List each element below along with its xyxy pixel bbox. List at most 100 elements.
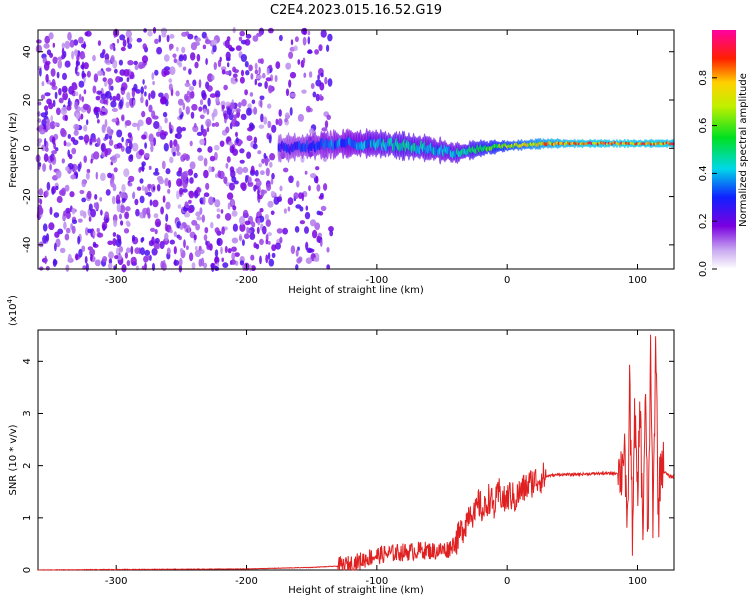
noise-cell <box>260 58 264 65</box>
noise-cell <box>248 64 253 72</box>
noise-cell <box>156 46 163 55</box>
snr-scale-base: (x10 <box>8 303 19 326</box>
noise-cell <box>214 144 220 151</box>
noise-cell <box>199 207 203 215</box>
noise-cell <box>177 98 184 106</box>
noise-cell <box>259 238 264 245</box>
noise-cell <box>72 207 75 215</box>
noise-cell <box>246 107 252 116</box>
noise-cell <box>187 33 194 40</box>
noise-cell <box>224 213 232 221</box>
noise-cell <box>116 93 121 101</box>
noise-cell <box>219 56 222 62</box>
noise-cell <box>244 60 249 68</box>
noise-cell <box>121 82 128 91</box>
noise-cell <box>169 43 172 51</box>
noise-cell <box>81 245 86 252</box>
noise-cell <box>178 107 182 116</box>
noise-cell <box>183 239 186 249</box>
noise-cell <box>74 66 78 75</box>
noise-cell <box>186 245 189 250</box>
noise-cell <box>214 249 219 257</box>
noise-cell <box>107 172 112 179</box>
noise-cell <box>54 242 57 252</box>
noise-cell <box>288 51 294 59</box>
noise-cell <box>61 187 66 197</box>
noise-cell <box>109 95 113 101</box>
noise-cell <box>178 235 182 241</box>
noise-cell <box>250 265 256 272</box>
noise-cell <box>241 99 247 107</box>
noise-cell <box>232 73 238 78</box>
colorbar-label: Normalized spectral amplitude <box>738 73 749 227</box>
noise-cell <box>129 141 133 150</box>
noise-cell <box>164 66 171 71</box>
noise-cell <box>183 54 187 61</box>
noise-cell <box>73 39 79 46</box>
noise-cell <box>250 254 255 261</box>
noise-cell <box>198 79 202 89</box>
noise-cell <box>184 82 191 88</box>
noise-cell <box>88 216 92 222</box>
noise-cell <box>259 255 262 265</box>
noise-cell <box>148 93 151 101</box>
noise-cell <box>202 128 207 137</box>
noise-cell <box>158 34 162 43</box>
noise-cell <box>179 224 184 230</box>
noise-cell <box>266 183 272 191</box>
noise-cell <box>84 256 88 264</box>
colorbar: 0.0 0.2 0.4 0.6 0.8 Normalized spectral ampl… <box>698 30 749 277</box>
noise-cell <box>42 163 47 172</box>
noise-cell <box>145 99 149 107</box>
noise-cell <box>216 262 220 267</box>
y-tick-label: 4 <box>22 358 33 364</box>
noise-cell <box>141 110 146 118</box>
noise-cell <box>116 129 123 138</box>
noise-cell <box>269 153 276 161</box>
x-tick-label: -300 <box>105 576 128 587</box>
noise-cell <box>54 91 58 100</box>
noise-cell <box>99 52 105 59</box>
noise-cell <box>83 134 90 144</box>
noise-cell <box>56 195 63 204</box>
noise-cell <box>242 209 249 218</box>
noise-cell <box>312 229 318 239</box>
noise-cell <box>179 248 184 253</box>
noise-cell <box>48 32 54 40</box>
noise-cell <box>275 61 281 69</box>
noise-cell <box>69 191 75 198</box>
noise-cell <box>63 221 67 230</box>
noise-cell <box>51 78 56 88</box>
noise-cell <box>287 206 291 212</box>
noise-cell <box>81 197 87 203</box>
noise-cell <box>327 78 333 87</box>
noise-cell <box>193 41 200 47</box>
noise-cell <box>99 197 103 202</box>
noise-cell <box>63 210 67 217</box>
noise-cell <box>179 187 184 195</box>
noise-cell <box>118 246 124 253</box>
noise-cell <box>254 78 258 86</box>
noise-cell <box>269 161 273 168</box>
noise-cell <box>195 223 201 231</box>
noise-cell <box>48 102 54 110</box>
noise-cell <box>154 69 159 76</box>
noise-cell <box>131 234 136 242</box>
noise-cell <box>290 39 294 46</box>
noise-cell <box>102 224 106 232</box>
noise-cell <box>191 262 196 270</box>
x-tick-label: -100 <box>366 576 389 587</box>
noise-cell <box>205 240 208 246</box>
noise-cell <box>237 102 242 107</box>
noise-cell <box>307 30 311 36</box>
noise-cell <box>282 227 288 235</box>
noise-cell <box>267 200 274 208</box>
noise-cell <box>306 50 313 54</box>
noise-cell <box>44 137 47 147</box>
noise-cell <box>108 139 114 147</box>
noise-cell <box>97 119 100 124</box>
noise-cell <box>176 151 181 156</box>
noise-cell <box>71 219 78 225</box>
noise-cell <box>247 229 252 234</box>
noise-cell <box>115 194 121 203</box>
